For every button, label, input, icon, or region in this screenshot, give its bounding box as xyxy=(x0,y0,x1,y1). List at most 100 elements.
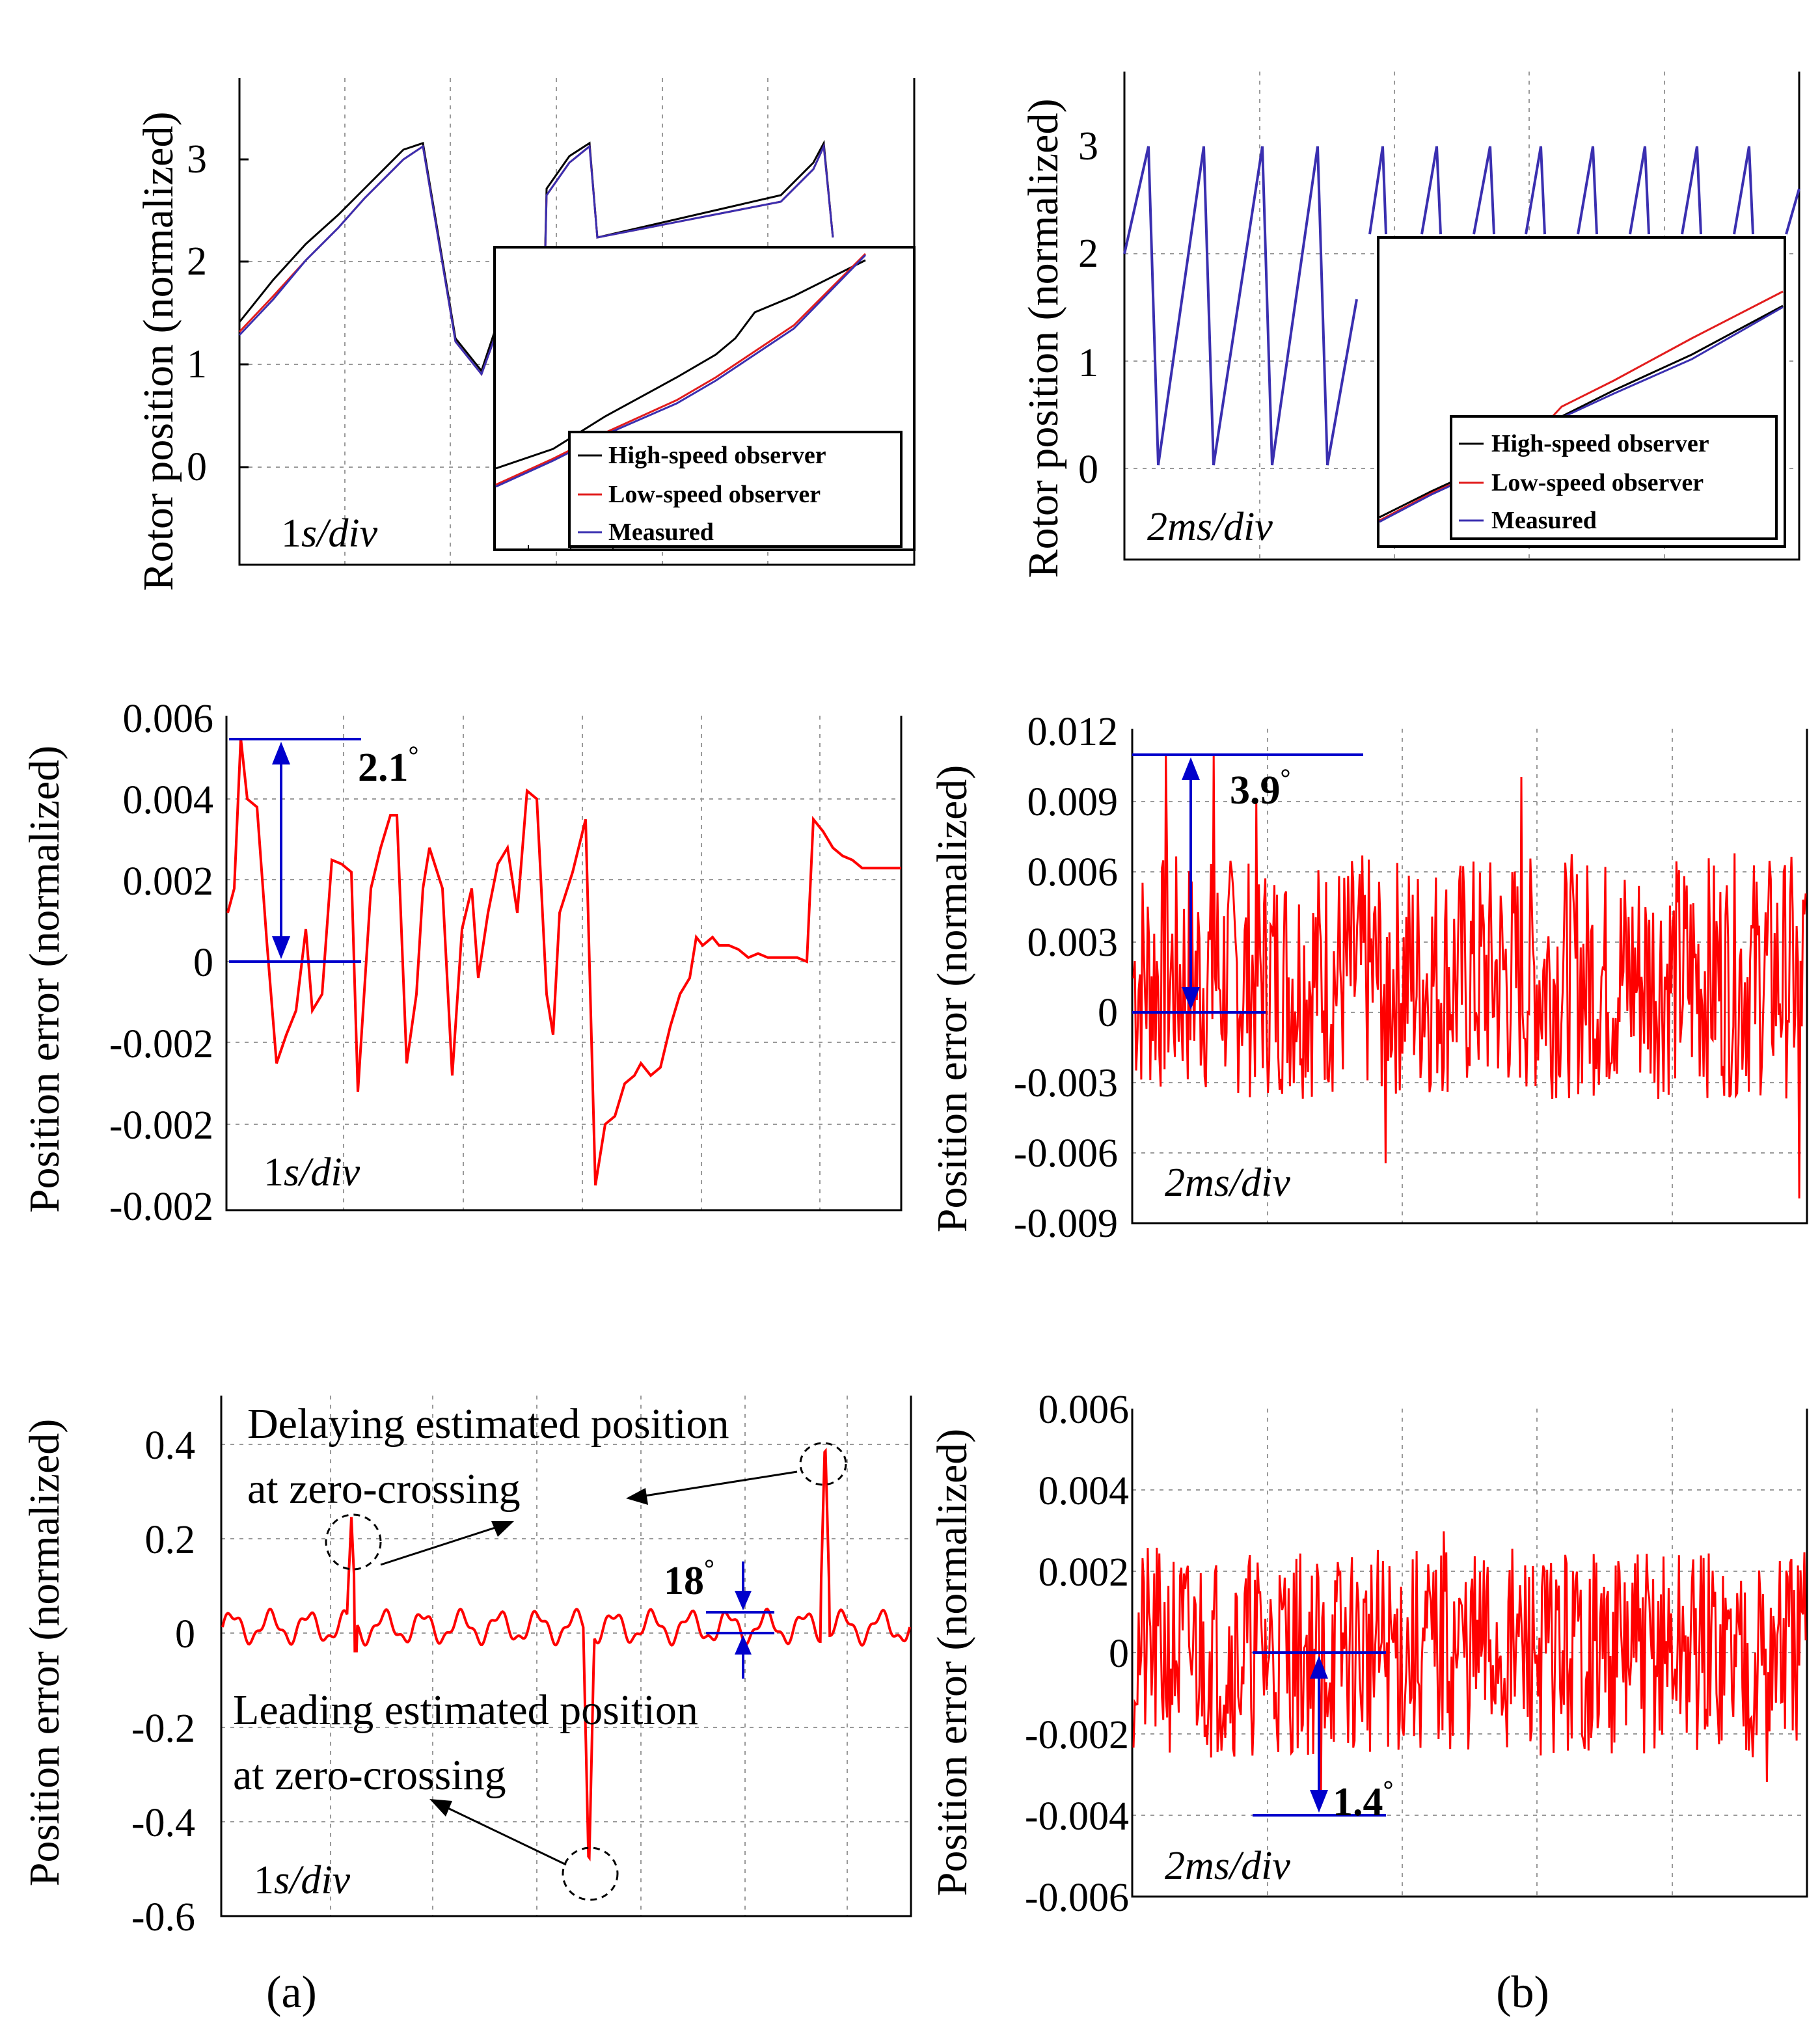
series-measured-5 xyxy=(1525,146,1546,235)
series-position-error xyxy=(1132,1531,1807,1807)
tick-label: 0.012 xyxy=(1027,710,1119,754)
annotation-delaying-line2: at zero-crossing xyxy=(247,1465,521,1513)
chart-a3: Position error (normalized) 0.4 0.2 0 -0… xyxy=(21,1396,912,1940)
chart-b3: Position error (normalized) 0.006 0.004 … xyxy=(929,1388,1808,1920)
tick-label: -0.006 xyxy=(1025,1876,1129,1920)
annotation-leading-line1: Leading estimated position xyxy=(233,1686,698,1734)
plot-frame xyxy=(1123,72,1800,561)
inset-measured xyxy=(495,254,867,488)
chart-b2: Position error (normalized) 0.012 0.009 … xyxy=(929,710,1808,1246)
y-axis-label: Position error (normalized) xyxy=(929,765,976,1232)
tick-label: -0.2 xyxy=(131,1707,195,1751)
tick-label: -0.003 xyxy=(1014,1061,1118,1105)
sawtooth-series xyxy=(1123,146,1800,466)
inset-low-speed xyxy=(495,252,867,486)
series-measured-8 xyxy=(1681,146,1702,235)
tick-label: 0 xyxy=(1078,448,1098,492)
y-axis-label: Position error (normalized) xyxy=(21,1419,68,1886)
angle-label: 3.9° xyxy=(1230,763,1291,813)
legend-low-speed: Low-speed observer xyxy=(1491,469,1704,496)
tick-label: -0.002 xyxy=(1025,1713,1129,1757)
time-division-label: 1s/div xyxy=(281,511,378,556)
tick-label: -0.006 xyxy=(1014,1131,1118,1176)
series-measured-2 xyxy=(1368,146,1387,235)
tick-label: 3 xyxy=(187,137,207,182)
grid xyxy=(221,1396,911,1916)
tick-label: 0.004 xyxy=(1039,1469,1130,1513)
series-position-error xyxy=(1132,753,1807,1199)
tick-label: 1 xyxy=(1078,341,1098,385)
series-measured-7 xyxy=(1629,146,1650,235)
tick-label: 0 xyxy=(1098,991,1118,1035)
tick-label: -0.6 xyxy=(131,1895,195,1940)
inset-a1: High-speed observer Low-speed observer M… xyxy=(493,246,916,551)
tick-label: 3 xyxy=(1078,124,1098,169)
tick-label: 1 xyxy=(187,342,207,386)
tick-label: 0 xyxy=(193,941,213,985)
series-measured-9 xyxy=(1733,146,1754,235)
y-ticks: 3 2 1 0 xyxy=(187,137,249,489)
tick-label: 0.003 xyxy=(1027,921,1119,965)
chart-a2: Position error (normalized) 0.006 0.004 … xyxy=(21,697,903,1229)
plot-frame xyxy=(225,716,903,1211)
tick-label: 0.4 xyxy=(145,1424,196,1468)
annotation-leading-line2: at zero-crossing xyxy=(233,1751,506,1799)
panel-label-a: (a) xyxy=(266,1967,317,2018)
plot-frame xyxy=(1131,1409,1808,1898)
legend-high-speed: High-speed observer xyxy=(1491,430,1709,457)
y-axis-label: Position error (normalized) xyxy=(929,1429,976,1896)
tick-label: 2 xyxy=(187,239,207,284)
time-division-label: 1s/div xyxy=(254,1858,351,1902)
time-division-label: 1s/div xyxy=(264,1150,360,1195)
angle-label: 2.1° xyxy=(358,740,419,790)
legend-measured: Measured xyxy=(1491,507,1597,534)
plot-frame xyxy=(220,1396,912,1917)
tick-label: 0.006 xyxy=(1027,850,1119,895)
legend: High-speed observer Low-speed observer M… xyxy=(568,431,903,548)
chart-a1: Rotor position (normalized) 3 2 1 0 xyxy=(135,78,916,591)
inset-low-speed xyxy=(1379,290,1784,522)
angle-marker: 3.9° xyxy=(1132,753,1363,1014)
series-measured-10 xyxy=(1785,188,1800,235)
tick-label: 0.002 xyxy=(1039,1550,1130,1595)
series-position-error xyxy=(226,738,901,1186)
series-measured xyxy=(1123,146,1358,466)
annotation-delaying-line1: Delaying estimated position xyxy=(247,1400,729,1448)
tick-label: 0 xyxy=(1109,1632,1129,1676)
tick-label: -0.002 xyxy=(109,1103,213,1148)
y-ticks: 0.006 0.004 0.002 0 -0.002 -0.002 -0.002 xyxy=(109,697,213,1229)
y-axis-label: Rotor position (normalized) xyxy=(135,112,182,591)
annotations: Delaying estimated position at zero-cros… xyxy=(233,1400,847,1901)
tick-label: 0.009 xyxy=(1027,780,1119,824)
tick-label: 0.006 xyxy=(1039,1388,1130,1432)
tick-label: 0.004 xyxy=(123,778,214,822)
series-measured-4 xyxy=(1473,146,1495,235)
y-ticks: 0.4 0.2 0 -0.2 -0.4 -0.6 xyxy=(131,1424,195,1940)
series-measured-6 xyxy=(1577,146,1598,235)
angle-marker: 2.1° xyxy=(229,738,419,963)
panel-label-b: (b) xyxy=(1496,1967,1549,2018)
y-ticks: 0.006 0.004 0.002 0 -0.002 -0.004 -0.006 xyxy=(1025,1388,1129,1920)
tick-label: 0.2 xyxy=(145,1518,196,1562)
tick-label: 2 xyxy=(1078,232,1098,276)
legend: High-speed observer Low-speed observer M… xyxy=(1450,415,1778,540)
inset-b1: High-speed observer Low-speed observer M… xyxy=(1377,236,1786,548)
tick-label: 0 xyxy=(175,1612,195,1656)
time-division-label: 2ms/div xyxy=(1165,1161,1290,1205)
angle-marker: 1.4° xyxy=(1253,1651,1394,1824)
angle-label: 1.4° xyxy=(1333,1775,1394,1824)
tick-label: 0.002 xyxy=(123,859,214,904)
tick-label: -0.4 xyxy=(131,1801,195,1845)
y-axis-label: Position error (normalized) xyxy=(21,746,68,1213)
tick-label: -0.009 xyxy=(1014,1202,1118,1246)
angle-label: 18° xyxy=(664,1554,714,1603)
series-position-error xyxy=(221,1448,911,1861)
legend-measured: Measured xyxy=(608,519,714,546)
legend-high-speed: High-speed observer xyxy=(608,442,826,469)
tick-label: 0.006 xyxy=(123,697,214,741)
y-ticks: 0.012 0.009 0.006 0.003 0 -0.003 -0.006 … xyxy=(1014,710,1118,1246)
series-measured-3 xyxy=(1420,146,1442,235)
tick-label: -0.004 xyxy=(1025,1794,1129,1839)
step-marker: 18° xyxy=(664,1554,774,1679)
